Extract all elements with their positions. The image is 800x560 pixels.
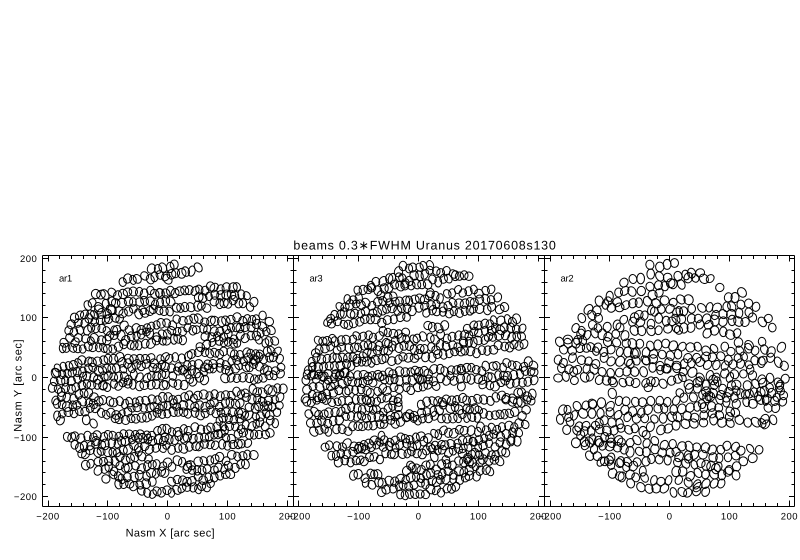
svg-text:ar2: ar2 <box>561 274 574 285</box>
svg-text:0: 0 <box>667 512 673 523</box>
svg-text:−200: −200 <box>287 512 310 523</box>
svg-text:100: 100 <box>470 512 487 523</box>
svg-text:200: 200 <box>781 512 798 523</box>
svg-text:Nasm X [arc sec]: Nasm X [arc sec] <box>126 528 215 540</box>
svg-text:−100: −100 <box>347 512 370 523</box>
svg-text:100: 100 <box>721 512 738 523</box>
svg-text:−100: −100 <box>14 433 37 444</box>
svg-text:200: 200 <box>20 254 37 265</box>
svg-text:−100: −100 <box>96 512 119 523</box>
svg-text:0: 0 <box>32 373 38 384</box>
svg-text:ar3: ar3 <box>310 274 323 285</box>
svg-text:0: 0 <box>416 512 422 523</box>
svg-text:−200: −200 <box>36 512 59 523</box>
svg-text:Nasm Y [arc sec]: Nasm Y [arc sec] <box>13 339 25 432</box>
svg-text:−200: −200 <box>14 492 37 503</box>
svg-text:beams 0.3∗FWHM Uranus 20170608: beams 0.3∗FWHM Uranus 20170608s130 <box>293 239 556 253</box>
svg-text:−200: −200 <box>538 512 561 523</box>
svg-text:100: 100 <box>20 313 37 324</box>
svg-text:ar1: ar1 <box>59 274 72 285</box>
svg-text:−100: −100 <box>598 512 621 523</box>
svg-text:200: 200 <box>279 512 296 523</box>
svg-text:200: 200 <box>530 512 547 523</box>
svg-text:100: 100 <box>219 512 236 523</box>
svg-text:0: 0 <box>165 512 171 523</box>
